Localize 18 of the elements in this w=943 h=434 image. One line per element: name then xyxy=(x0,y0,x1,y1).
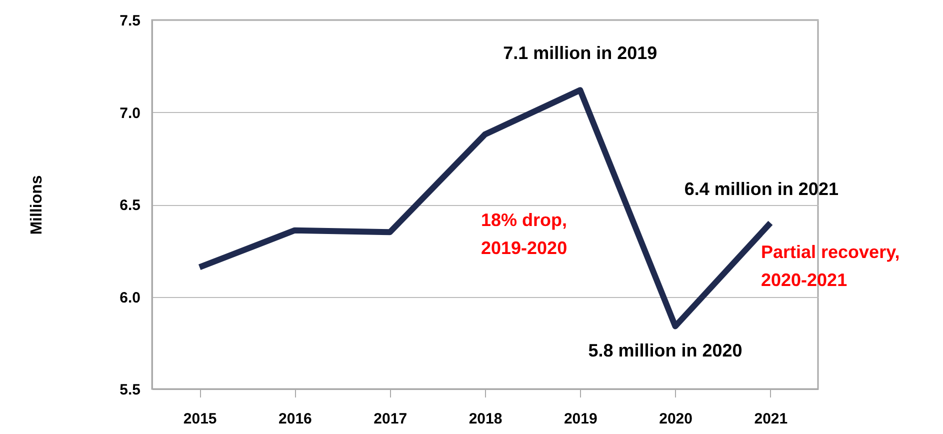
y-tick-label: 6.5 xyxy=(120,197,140,214)
x-tick-label: 2017 xyxy=(374,410,408,428)
y-tick-label: 7.5 xyxy=(120,12,140,30)
x-tick-label: 2018 xyxy=(468,410,502,428)
x-tick-label: 2015 xyxy=(183,410,217,428)
annotation: Partial recovery, 2020-2021 xyxy=(761,242,900,290)
x-tick-label: 2016 xyxy=(278,410,312,428)
annotation: 7.1 million in 2019 xyxy=(503,43,658,64)
annotation: 6.4 million in 2021 xyxy=(684,178,838,199)
y-tick-label: 5.5 xyxy=(120,382,140,398)
x-tick-label: 2021 xyxy=(754,410,788,428)
y-tick-label: 6.0 xyxy=(120,289,140,306)
annotation: 18% drop, 2019-2020 xyxy=(481,210,568,258)
annotation: 5.8 million in 2020 xyxy=(588,340,742,360)
x-tick-label: 2019 xyxy=(564,410,598,428)
x-tick-label: 2020 xyxy=(659,410,692,428)
y-tick-label: 7.0 xyxy=(120,104,140,122)
y-axis-title: Millions xyxy=(28,175,46,235)
